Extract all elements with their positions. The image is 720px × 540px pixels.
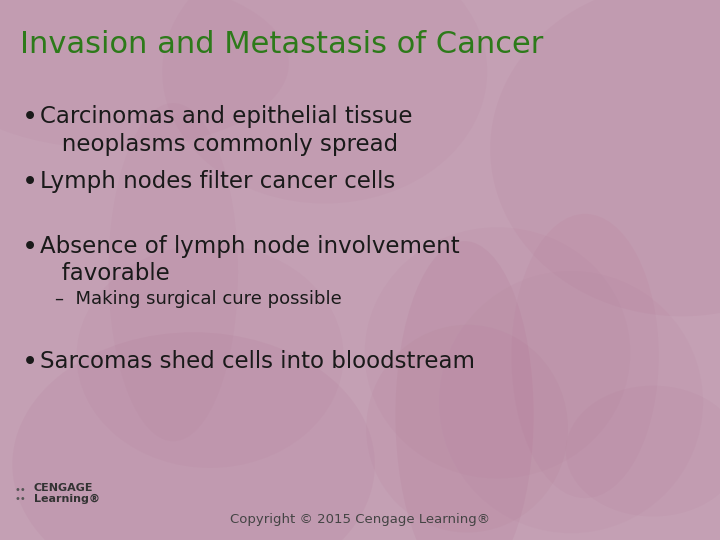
Text: Sarcomas shed cells into bloodstream: Sarcomas shed cells into bloodstream	[40, 350, 475, 373]
Ellipse shape	[76, 244, 343, 468]
Text: –  Making surgical cure possible: – Making surgical cure possible	[55, 290, 342, 308]
Text: Carcinomas and epithelial tissue
   neoplasms commonly spread: Carcinomas and epithelial tissue neoplas…	[40, 105, 413, 156]
Text: Invasion and Metastasis of Cancer: Invasion and Metastasis of Cancer	[20, 30, 544, 59]
Ellipse shape	[566, 386, 720, 516]
Text: Absence of lymph node involvement
   favorable: Absence of lymph node involvement favora…	[40, 235, 459, 286]
Text: •: •	[22, 105, 38, 131]
Ellipse shape	[0, 0, 289, 148]
Ellipse shape	[109, 103, 238, 441]
Text: •: •	[22, 170, 38, 196]
Text: CENGAGE
Learning®: CENGAGE Learning®	[34, 483, 100, 504]
Ellipse shape	[365, 227, 630, 478]
Ellipse shape	[439, 271, 703, 533]
Ellipse shape	[12, 332, 375, 540]
Text: •: •	[22, 350, 38, 376]
Text: Copyright © 2015 Cengage Learning®: Copyright © 2015 Cengage Learning®	[230, 513, 490, 526]
Text: Lymph nodes filter cancer cells: Lymph nodes filter cancer cells	[40, 170, 395, 193]
Ellipse shape	[490, 0, 720, 316]
Ellipse shape	[395, 241, 534, 540]
Ellipse shape	[162, 0, 487, 204]
Text: ••
••: •• ••	[15, 485, 27, 504]
Ellipse shape	[511, 214, 659, 498]
Ellipse shape	[366, 325, 568, 532]
Text: •: •	[22, 235, 38, 261]
